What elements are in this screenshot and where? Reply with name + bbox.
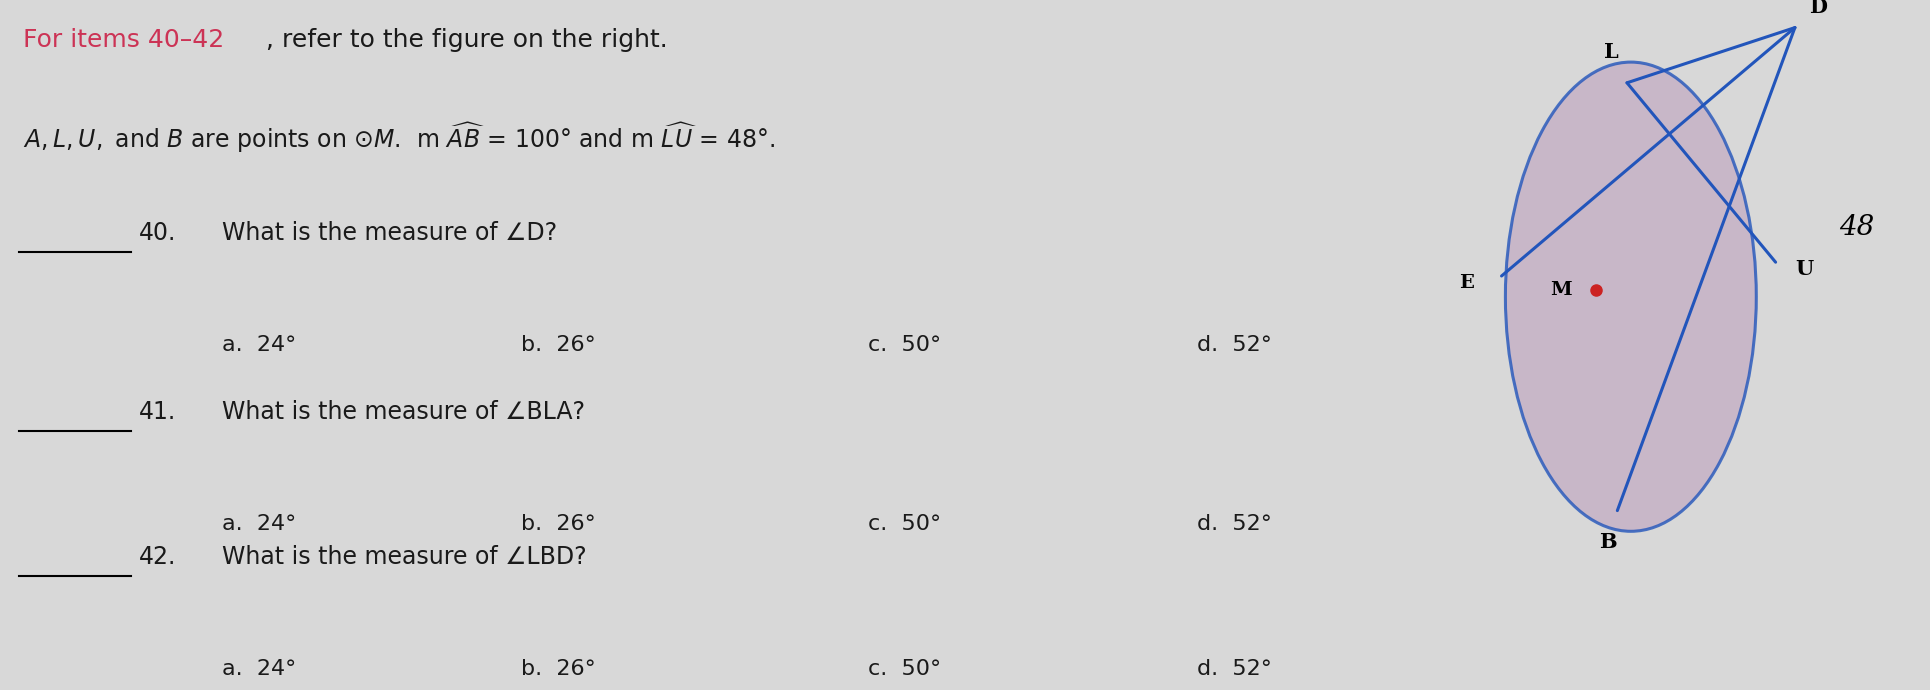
Text: What is the measure of ∠LBD?: What is the measure of ∠LBD? [222,545,587,569]
Text: , refer to the figure on the right.: , refer to the figure on the right. [266,28,668,52]
Ellipse shape [1505,62,1756,531]
Text: For items 40–42: For items 40–42 [23,28,224,52]
Text: $A, L, U,$ and $B$ are points on $\odot$$M$.  m $\widehat{AB}$ = 100° and m $\wi: $A, L, U,$ and $B$ are points on $\odot$… [23,121,776,155]
Text: M: M [1550,281,1573,299]
Text: a.  24°: a. 24° [222,514,295,534]
Text: c.  50°: c. 50° [868,335,942,355]
Text: B: B [1598,532,1617,551]
Text: 41.: 41. [139,400,176,424]
Text: b.  26°: b. 26° [521,514,596,534]
Text: D: D [1808,0,1828,17]
Text: U: U [1795,259,1814,279]
Text: b.  26°: b. 26° [521,335,596,355]
Text: What is the measure of ∠BLA?: What is the measure of ∠BLA? [222,400,585,424]
Text: c.  50°: c. 50° [868,659,942,679]
Text: 48: 48 [1839,214,1874,242]
Text: c.  50°: c. 50° [868,514,942,534]
Text: b.  26°: b. 26° [521,659,596,679]
Text: 40.: 40. [139,221,176,245]
Text: L: L [1604,42,1619,61]
Text: a.  24°: a. 24° [222,659,295,679]
Text: d.  52°: d. 52° [1197,514,1272,534]
Text: What is the measure of ∠D?: What is the measure of ∠D? [222,221,558,245]
Text: a.  24°: a. 24° [222,335,295,355]
Text: d.  52°: d. 52° [1197,659,1272,679]
Text: E: E [1459,274,1475,292]
Text: 42.: 42. [139,545,176,569]
Text: d.  52°: d. 52° [1197,335,1272,355]
